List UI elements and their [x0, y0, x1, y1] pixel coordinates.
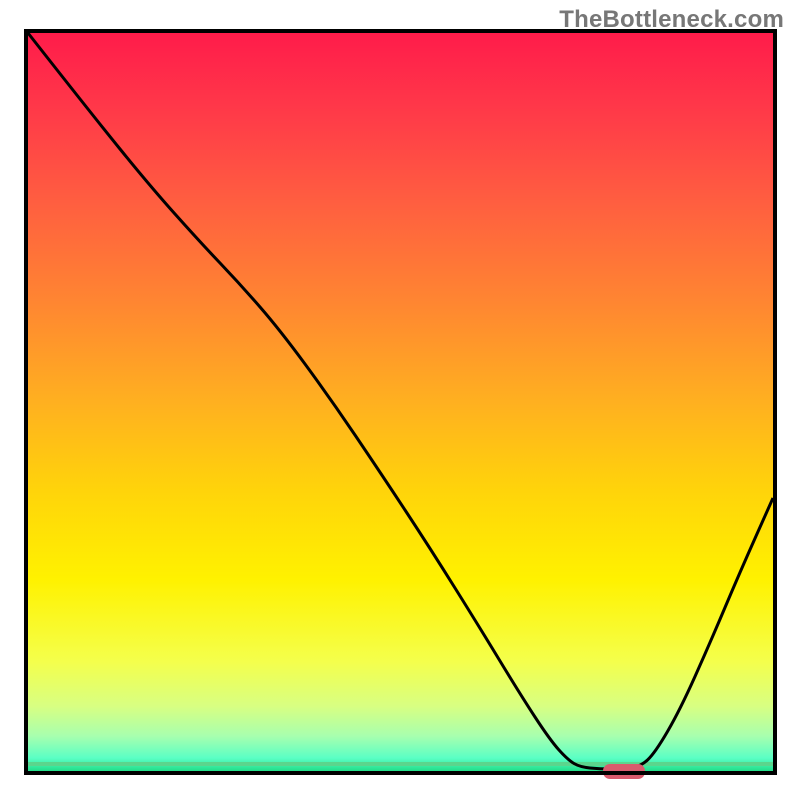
chart-container: TheBottleneck.com — [0, 0, 800, 800]
plot-background — [26, 31, 775, 773]
watermark-text: TheBottleneck.com — [559, 6, 784, 34]
bottleneck-chart — [0, 0, 800, 800]
